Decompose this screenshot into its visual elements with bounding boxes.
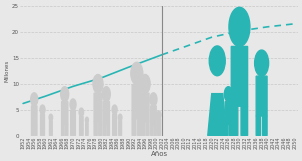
Y-axis label: Millones: Millones	[4, 60, 9, 82]
FancyBboxPatch shape	[103, 102, 109, 124]
Circle shape	[229, 7, 250, 46]
FancyBboxPatch shape	[231, 46, 248, 106]
Circle shape	[150, 93, 157, 106]
FancyBboxPatch shape	[107, 124, 109, 136]
FancyBboxPatch shape	[157, 119, 161, 130]
FancyBboxPatch shape	[103, 124, 106, 136]
Circle shape	[140, 75, 150, 93]
FancyBboxPatch shape	[151, 106, 156, 126]
FancyBboxPatch shape	[256, 116, 261, 136]
FancyBboxPatch shape	[86, 131, 87, 136]
FancyBboxPatch shape	[94, 93, 102, 122]
FancyBboxPatch shape	[256, 76, 267, 116]
Circle shape	[93, 75, 103, 93]
FancyBboxPatch shape	[94, 122, 97, 136]
FancyBboxPatch shape	[80, 129, 81, 136]
FancyBboxPatch shape	[225, 102, 231, 124]
FancyBboxPatch shape	[225, 124, 228, 136]
FancyBboxPatch shape	[146, 122, 149, 136]
FancyBboxPatch shape	[154, 126, 156, 136]
Circle shape	[131, 62, 143, 85]
Polygon shape	[208, 94, 227, 136]
FancyBboxPatch shape	[132, 119, 136, 136]
FancyBboxPatch shape	[71, 127, 72, 136]
FancyBboxPatch shape	[71, 110, 76, 127]
FancyBboxPatch shape	[86, 123, 88, 131]
Circle shape	[112, 105, 117, 114]
FancyBboxPatch shape	[73, 127, 76, 136]
FancyBboxPatch shape	[40, 129, 42, 136]
FancyBboxPatch shape	[119, 131, 120, 136]
FancyBboxPatch shape	[113, 129, 114, 136]
FancyBboxPatch shape	[80, 116, 83, 129]
FancyBboxPatch shape	[51, 131, 52, 136]
FancyBboxPatch shape	[138, 119, 141, 136]
FancyBboxPatch shape	[263, 116, 267, 136]
FancyBboxPatch shape	[132, 85, 141, 119]
Circle shape	[79, 108, 84, 116]
FancyBboxPatch shape	[99, 122, 102, 136]
FancyBboxPatch shape	[62, 124, 64, 136]
Circle shape	[102, 87, 110, 102]
Circle shape	[31, 93, 38, 106]
Circle shape	[209, 46, 225, 76]
FancyBboxPatch shape	[113, 114, 117, 129]
Circle shape	[118, 114, 122, 121]
Circle shape	[40, 105, 45, 114]
FancyBboxPatch shape	[82, 129, 83, 136]
FancyBboxPatch shape	[159, 130, 161, 136]
FancyBboxPatch shape	[40, 114, 44, 129]
Circle shape	[61, 87, 69, 102]
FancyBboxPatch shape	[229, 124, 231, 136]
FancyBboxPatch shape	[119, 121, 121, 131]
FancyBboxPatch shape	[151, 126, 153, 136]
FancyBboxPatch shape	[141, 93, 149, 122]
FancyBboxPatch shape	[43, 129, 44, 136]
Circle shape	[70, 99, 76, 110]
FancyBboxPatch shape	[62, 102, 68, 124]
Circle shape	[224, 87, 232, 102]
FancyBboxPatch shape	[31, 126, 34, 136]
FancyBboxPatch shape	[231, 106, 238, 136]
FancyBboxPatch shape	[120, 131, 121, 136]
FancyBboxPatch shape	[35, 126, 37, 136]
FancyBboxPatch shape	[141, 122, 144, 136]
FancyBboxPatch shape	[157, 130, 159, 136]
FancyBboxPatch shape	[115, 129, 117, 136]
Circle shape	[255, 50, 268, 76]
FancyBboxPatch shape	[241, 106, 248, 136]
FancyBboxPatch shape	[50, 121, 52, 131]
FancyBboxPatch shape	[87, 131, 88, 136]
FancyBboxPatch shape	[31, 106, 37, 126]
Circle shape	[49, 114, 53, 121]
Circle shape	[85, 117, 88, 123]
Circle shape	[157, 111, 161, 119]
FancyBboxPatch shape	[65, 124, 68, 136]
X-axis label: Años: Años	[150, 151, 168, 157]
